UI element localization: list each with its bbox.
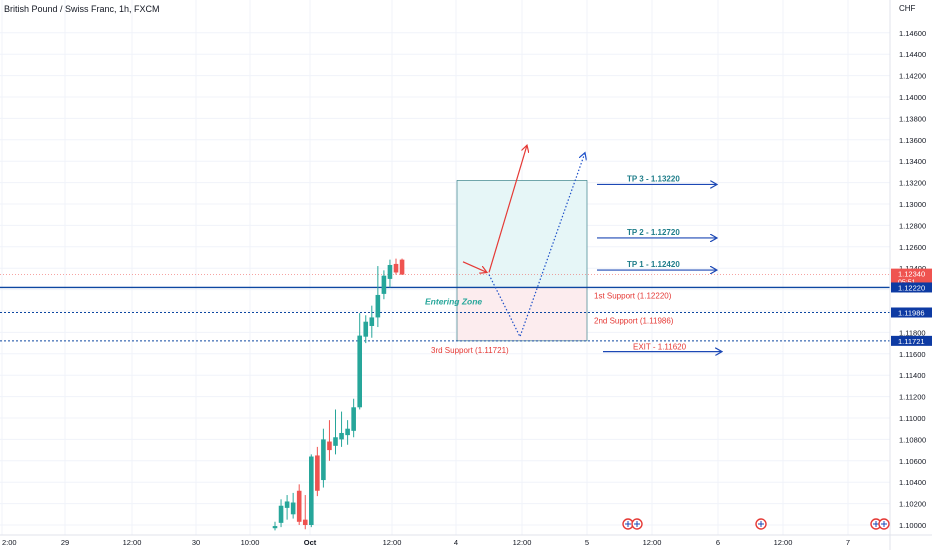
candle-body xyxy=(369,317,375,326)
current-price-tag xyxy=(891,268,932,287)
x-tick-label: 12:00 xyxy=(123,538,142,547)
candle-body xyxy=(309,456,314,525)
y-tick-label: 1.11600 xyxy=(899,350,926,359)
x-tick-label: 4 xyxy=(454,538,458,547)
event-flag-icon[interactable] xyxy=(631,518,643,530)
horizontal-lines xyxy=(0,274,890,342)
y-tick-label: 1.13000 xyxy=(899,200,926,209)
candle-body xyxy=(284,501,290,508)
price-tag xyxy=(891,335,932,346)
zone-upper xyxy=(456,180,588,288)
tp3-label: TP 3 - 1.13220 xyxy=(627,174,680,183)
trade-zone xyxy=(456,180,588,342)
y-tick-label: 1.13200 xyxy=(899,179,926,188)
entering-zone-label: Entering Zone xyxy=(425,296,482,306)
x-tick-label: 12:00 xyxy=(513,538,532,547)
x-tick-label: 12:00 xyxy=(774,538,793,547)
tp1-label: TP 1 - 1.12420 xyxy=(627,260,680,269)
candle-body xyxy=(327,441,332,451)
y-tick-label: 1.11800 xyxy=(899,328,926,337)
x-tick-label: 2:00 xyxy=(2,538,17,547)
drawings xyxy=(462,145,722,352)
x-tick-label: 30 xyxy=(192,538,200,547)
y-tick-label: 1.12800 xyxy=(899,221,926,230)
current-price-value: 1.12340 xyxy=(898,270,925,279)
breakout-arrow xyxy=(488,145,527,273)
x-tick-label: 7 xyxy=(846,538,850,547)
y-tick-label: 1.12600 xyxy=(899,243,926,252)
event-flag-icon[interactable] xyxy=(755,518,767,530)
y-tick-label: 1.10400 xyxy=(899,478,926,487)
support-1-label: 1st Support (1.12220) xyxy=(594,291,672,300)
annotations: Entering Zone 1st Support (1.12220) 2nd Su… xyxy=(425,174,687,354)
price-tag xyxy=(891,282,932,293)
candles xyxy=(272,258,405,531)
y-tick-label: 1.14200 xyxy=(899,72,926,81)
y-tick-label: 1.11000 xyxy=(899,414,926,423)
candle-body xyxy=(302,519,308,525)
y-tick-label: 1.11400 xyxy=(899,371,926,380)
candle-body xyxy=(272,526,278,529)
y-tick-label: 1.10200 xyxy=(899,500,926,509)
x-tick-label: 29 xyxy=(61,538,69,547)
candle-body xyxy=(387,264,393,279)
candle-body xyxy=(290,502,296,515)
y-tick-label: 1.11200 xyxy=(899,393,926,402)
candle-body xyxy=(315,455,320,491)
candle-body xyxy=(321,439,326,481)
price-tag-value: 1.11986 xyxy=(898,308,925,317)
tp2-label: TP 2 - 1.12720 xyxy=(627,228,680,237)
candle-body xyxy=(375,294,381,318)
x-tick-label: Oct xyxy=(304,538,317,547)
candle-body xyxy=(339,432,344,440)
y-tick-label: 1.14400 xyxy=(899,50,926,59)
candle-body xyxy=(399,259,405,275)
event-icons[interactable] xyxy=(622,518,890,530)
price-tag-value: 1.11721 xyxy=(898,337,925,346)
y-tick-label: 1.10800 xyxy=(899,435,926,444)
x-tick-label: 10:00 xyxy=(241,538,260,547)
chart-title: British Pound / Swiss Franc, 1h, FXCM xyxy=(4,4,160,14)
x-tick-label: 12:00 xyxy=(643,538,662,547)
y-tick-label: 1.13600 xyxy=(899,136,926,145)
y-tick-label: 1.13800 xyxy=(899,114,926,123)
y-tick-label: 1.13400 xyxy=(899,157,926,166)
candle-body xyxy=(357,335,362,408)
x-tick-label: 6 xyxy=(716,538,720,547)
candle-body xyxy=(393,263,399,273)
y-tick-label: 1.14600 xyxy=(899,29,926,38)
candle-body xyxy=(278,505,284,523)
candle-body xyxy=(333,437,338,446)
x-tick-label: 12:00 xyxy=(383,538,402,547)
candle-body xyxy=(296,490,302,522)
support-3-label: 3rd Support (1.11721) xyxy=(431,346,509,355)
y-tick-label: 1.10600 xyxy=(899,457,926,466)
price-tag-value: 1.12220 xyxy=(898,283,925,292)
entry-arrow xyxy=(462,261,487,273)
x-tick-label: 5 xyxy=(585,538,589,547)
event-flag-icon[interactable] xyxy=(878,518,890,530)
exit-label: EXIT - 1.11620 xyxy=(633,343,687,352)
y-tick-label: 1.10000 xyxy=(899,521,926,530)
candle-body xyxy=(351,407,356,431)
price-tag xyxy=(891,307,932,318)
grid xyxy=(0,0,890,535)
y-tick-label: 1.14000 xyxy=(899,93,926,102)
candle-body xyxy=(345,428,350,436)
support-2-label: 2nd Support (1.11986) xyxy=(594,316,674,325)
candle-body xyxy=(381,275,387,294)
currency-label: CHF xyxy=(899,4,916,13)
candle-body xyxy=(363,321,369,337)
